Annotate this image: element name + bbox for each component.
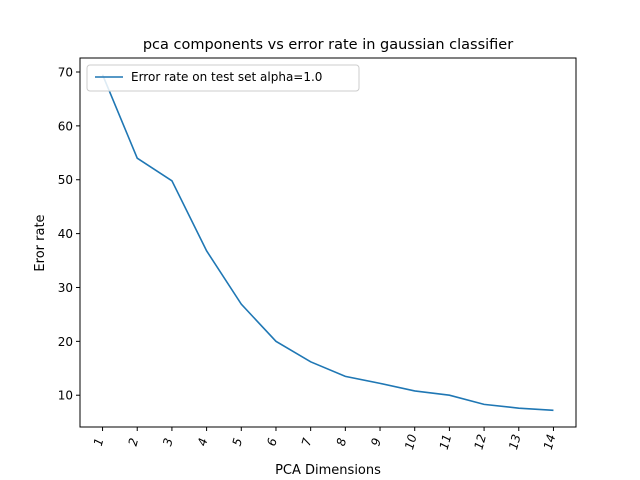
y-tick-label: 10	[58, 389, 73, 403]
x-tick-label: 1	[91, 436, 107, 447]
x-tick-label: 6	[264, 436, 280, 447]
y-tick-label: 60	[58, 119, 73, 133]
legend: Error rate on test set alpha=1.0	[86, 64, 360, 92]
x-axis-ticks: 1 2 3 4 5 6 7 8 9 10 11 12 13 14	[91, 427, 558, 451]
x-tick-label: 11	[437, 433, 454, 451]
x-tick-label: 13	[506, 433, 523, 451]
y-tick-label: 50	[58, 173, 73, 187]
x-tick-label: 9	[368, 436, 384, 447]
x-tick-label: 10	[402, 432, 420, 451]
series-line	[101, 74, 554, 412]
x-tick-label: 7	[299, 436, 315, 447]
y-axis-label: Eror rate	[33, 214, 48, 271]
x-tick-label: 8	[334, 436, 350, 447]
x-tick-label: 2	[126, 436, 142, 447]
x-axis-label: PCA Dimensions	[275, 463, 381, 478]
y-tick-label: 30	[58, 281, 73, 295]
x-tick-label: 5	[230, 436, 246, 447]
legend-box	[86, 64, 360, 92]
chart-title: pca components vs error rate in gaussian…	[143, 37, 513, 53]
y-tick-label: 40	[58, 227, 73, 241]
x-tick-label: 14	[541, 433, 558, 451]
y-tick-label: 20	[58, 335, 73, 349]
plot-area	[79, 57, 577, 428]
legend-label: Error rate on test set alpha=1.0	[131, 70, 322, 84]
x-tick-label: 12	[471, 433, 488, 451]
y-axis-ticks: 10 20 30 40 50 60 70	[58, 66, 80, 403]
x-tick-label: 3	[160, 436, 176, 447]
y-tick-label: 70	[58, 66, 73, 80]
x-tick-label: 4	[195, 436, 211, 447]
